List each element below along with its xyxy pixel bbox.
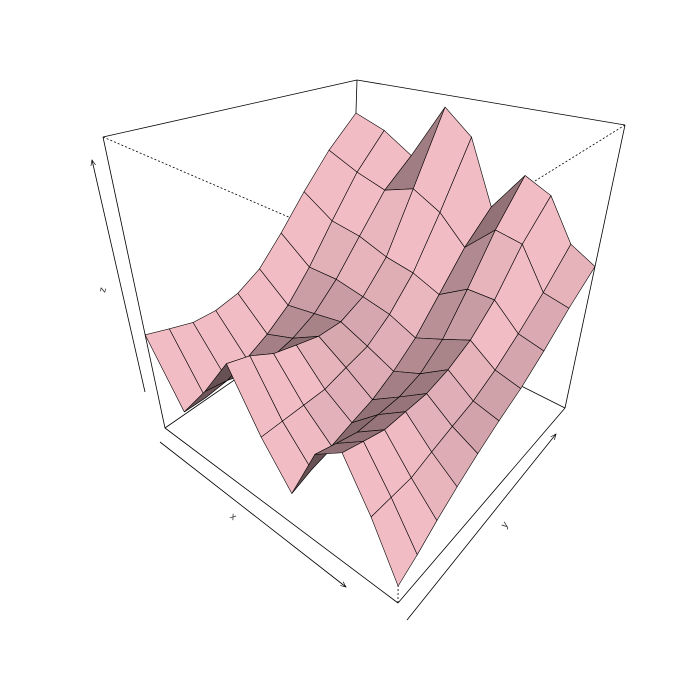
z-axis-arrow	[92, 160, 146, 393]
z-axis-label: z	[97, 286, 109, 293]
box-edge	[564, 124, 626, 409]
surface	[144, 106, 596, 587]
box-edge	[102, 79, 358, 138]
surface-facet	[370, 496, 418, 587]
x-axis-arrow	[159, 441, 346, 587]
box-edge	[356, 79, 626, 126]
box-front	[92, 124, 626, 621]
box-edge	[102, 136, 166, 429]
box-edge	[164, 427, 399, 604]
x-axis-label: x	[228, 511, 239, 523]
y-axis-arrow	[406, 434, 556, 621]
y-axis-label: y	[499, 520, 511, 531]
box-edge	[397, 407, 566, 604]
